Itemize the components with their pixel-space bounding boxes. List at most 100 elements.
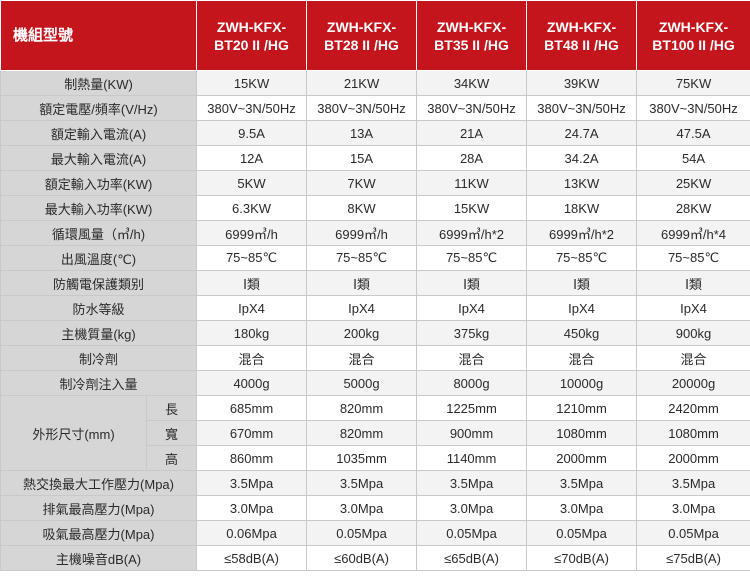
table-row: 制冷劑 混合 混合 混合 混合 混合 (0, 345, 750, 371)
value-cell: 685mm (196, 395, 308, 421)
value-cell: 15KW (416, 195, 528, 221)
row-label: 出風溫度(℃) (0, 245, 198, 271)
value-cell: 39KW (526, 70, 638, 96)
value-cell: 200kg (306, 320, 418, 346)
row-label: 熱交換最大工作壓力(Mpa) (0, 470, 198, 496)
table-row: 高 860mm 1035mm 1140mm 2000mm 2000mm (1, 445, 750, 471)
row-label: 防水等級 (0, 295, 198, 321)
table-row: 寬 670mm 820mm 900mm 1080mm 1080mm (1, 420, 750, 446)
value-cell: 0.05Mpa (636, 520, 750, 546)
value-cell: 75~85℃ (636, 245, 750, 271)
value-cell: 20000g (636, 370, 750, 396)
value-cell: Ⅰ類 (196, 270, 308, 296)
value-cell: 8KW (306, 195, 418, 221)
value-cell: 75~85℃ (416, 245, 528, 271)
value-cell: 6999㎥/h*4 (636, 220, 750, 246)
value-cell: 混合 (416, 345, 528, 371)
value-cell: 0.06Mpa (196, 520, 308, 546)
value-cell: 15A (306, 145, 418, 171)
model-header: ZWH-KFX- BT48 II /HG (526, 0, 638, 71)
value-cell: 1035mm (306, 445, 418, 471)
value-cell: 0.05Mpa (416, 520, 528, 546)
value-cell: 2420mm (636, 395, 750, 421)
value-cell: 34KW (416, 70, 528, 96)
value-cell: 15KW (196, 70, 308, 96)
table-row: 主機質量(kg) 180kg 200kg 375kg 450kg 900kg (0, 320, 750, 346)
table-row: 制熱量(KW) 15KW 21KW 34KW 39KW 75KW (0, 70, 750, 96)
value-cell: 0.05Mpa (526, 520, 638, 546)
value-cell: IpX4 (416, 295, 528, 321)
value-cell: 5000g (306, 370, 418, 396)
value-cell: 混合 (636, 345, 750, 371)
value-cell: ≤75dB(A) (636, 545, 750, 571)
value-cell: 9.5A (196, 120, 308, 146)
value-cell: 18KW (526, 195, 638, 221)
value-cell: 375kg (416, 320, 528, 346)
value-cell: 混合 (526, 345, 638, 371)
value-cell: 6999㎥/h*2 (416, 220, 528, 246)
value-cell: 3.0Mpa (306, 495, 418, 521)
table-row: 防水等級 IpX4 IpX4 IpX4 IpX4 IpX4 (0, 295, 750, 321)
value-cell: IpX4 (306, 295, 418, 321)
row-label: 額定輸入電流(A) (0, 120, 198, 146)
value-cell: 10000g (526, 370, 638, 396)
value-cell: 3.0Mpa (416, 495, 528, 521)
value-cell: 8000g (416, 370, 528, 396)
value-cell: 1140mm (416, 445, 528, 471)
value-cell: 12A (196, 145, 308, 171)
table-row: 吸氣最高壓力(Mpa) 0.06Mpa 0.05Mpa 0.05Mpa 0.05Mpa 0… (0, 520, 750, 546)
value-cell: 380V~3N/50Hz (526, 95, 638, 121)
table-row: 最大輸入電流(A) 12A 15A 28A 34.2A 54A (0, 145, 750, 171)
value-cell: 2000mm (636, 445, 750, 471)
row-label: 主機噪音dB(A) (0, 545, 198, 571)
value-cell: 450kg (526, 320, 638, 346)
value-cell: 24.7A (526, 120, 638, 146)
row-label: 制冷劑 (0, 345, 198, 371)
value-cell: 820mm (306, 420, 418, 446)
value-cell: ≤65dB(A) (416, 545, 528, 571)
table-row: 出風溫度(℃) 75~85℃ 75~85℃ 75~85℃ 75~85℃ 75~85℃ (0, 245, 750, 271)
value-cell: 820mm (306, 395, 418, 421)
spec-table: 機組型號 ZWH-KFX- BT20 II /HG ZWH-KFX- BT28 II… (0, 0, 750, 571)
value-cell: 3.0Mpa (526, 495, 638, 521)
value-cell: Ⅰ類 (636, 270, 750, 296)
table-row: 額定電壓/頻率(V/Hz) 380V~3N/50Hz 380V~3N/50Hz 380… (0, 95, 750, 121)
value-cell: 75KW (636, 70, 750, 96)
dimension-sublabel: 寬 (145, 420, 198, 446)
table-row: 排氣最高壓力(Mpa) 3.0Mpa 3.0Mpa 3.0Mpa 3.0Mpa 3.0Mp… (0, 495, 750, 521)
value-cell: Ⅰ類 (306, 270, 418, 296)
row-label: 最大輸入電流(A) (0, 145, 198, 171)
row-label: 循環風量（㎥/h) (0, 220, 198, 246)
value-cell: Ⅰ類 (416, 270, 528, 296)
table-title: 機組型號 (0, 0, 198, 71)
row-label: 吸氣最高壓力(Mpa) (0, 520, 198, 546)
value-cell: IpX4 (636, 295, 750, 321)
value-cell: 47.5A (636, 120, 750, 146)
value-cell: 380V~3N/50Hz (196, 95, 308, 121)
table-row: 主機噪音dB(A) ≤58dB(A) ≤60dB(A) ≤65dB(A) ≤70dB(A… (0, 545, 750, 571)
value-cell: 混合 (196, 345, 308, 371)
value-cell: 6.3KW (196, 195, 308, 221)
dimension-sublabel: 高 (145, 445, 198, 471)
value-cell: Ⅰ類 (526, 270, 638, 296)
value-cell: 75~85℃ (526, 245, 638, 271)
value-cell: 3.5Mpa (196, 470, 308, 496)
value-cell: 34.2A (526, 145, 638, 171)
value-cell: ≤58dB(A) (196, 545, 308, 571)
value-cell: 380V~3N/50Hz (306, 95, 418, 121)
table-row: 制冷劑注入量 4000g 5000g 8000g 10000g 20000g (0, 370, 750, 396)
value-cell: 3.0Mpa (196, 495, 308, 521)
model-header: ZWH-KFX- BT28 II /HG (306, 0, 418, 71)
value-cell: 380V~3N/50Hz (416, 95, 528, 121)
table-row: 熱交換最大工作壓力(Mpa) 3.5Mpa 3.5Mpa 3.5Mpa 3.5Mpa 3.… (0, 470, 750, 496)
table-row: 防觸電保護類别 Ⅰ類 Ⅰ類 Ⅰ類 Ⅰ類 Ⅰ類 (0, 270, 750, 296)
row-label: 額定電壓/頻率(V/Hz) (0, 95, 198, 121)
value-cell: 11KW (416, 170, 528, 196)
value-cell: 1080mm (526, 420, 638, 446)
value-cell: 6999㎥/h (196, 220, 308, 246)
table-row: 外形尺寸(mm) 長 685mm 820mm 1225mm 1210mm 2420mm (0, 395, 750, 471)
value-cell: 1080mm (636, 420, 750, 446)
model-header: ZWH-KFX- BT35 II /HG (416, 0, 528, 71)
value-cell: 54A (636, 145, 750, 171)
row-label: 制熱量(KW) (0, 70, 198, 96)
